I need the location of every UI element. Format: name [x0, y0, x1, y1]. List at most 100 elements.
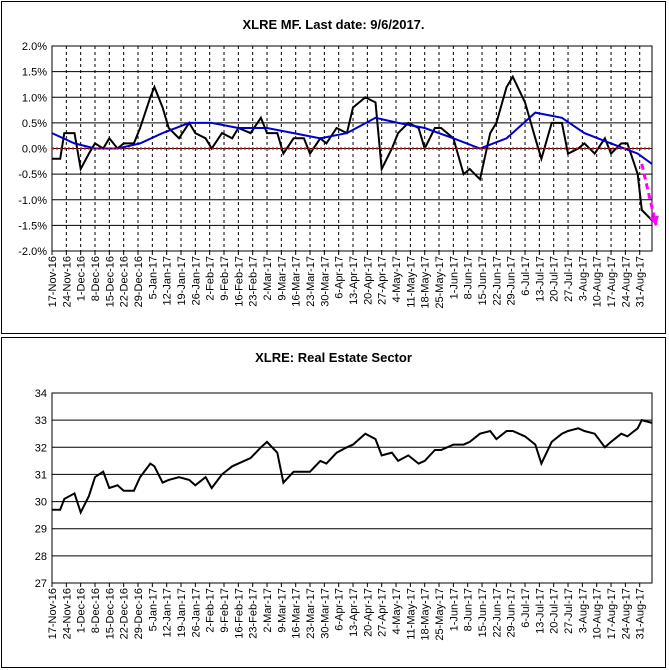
y-tick-label: 0.5% [22, 118, 47, 130]
x-tick-label: 20-Jul-17 [549, 256, 561, 302]
chart-title: XLRE MF. Last date: 9/6/2017. [242, 17, 425, 32]
x-tick-label: 27-Jul-17 [563, 588, 575, 634]
x-tick-label: 22-Dec-16 [119, 588, 131, 639]
x-tick-label: 25-May-17 [434, 256, 446, 309]
y-tick-label: -1.0% [18, 195, 47, 207]
x-tick-label: 2-Mar-17 [262, 588, 274, 633]
y-tick-label: 33 [35, 415, 47, 427]
x-tick-label: 4-May-17 [391, 588, 403, 634]
trend-arrow-head [649, 215, 659, 226]
x-tick-label: 24-Aug-17 [620, 588, 632, 639]
x-tick-label: 22-Jun-17 [491, 256, 503, 306]
x-tick-label: 11-May-17 [405, 588, 417, 640]
x-tick-label: 3-Aug-17 [577, 256, 589, 301]
x-tick-label: 31-Aug-17 [635, 256, 647, 307]
plot-area [51, 392, 653, 584]
x-tick-label: 6-Jul-17 [520, 588, 532, 628]
x-tick-label: 8-Jun-17 [463, 588, 475, 631]
x-tick-label: 13-Jul-17 [534, 256, 546, 302]
x-tick-label: 20-Apr-17 [362, 588, 374, 637]
x-tick-label: 1-Jun-17 [448, 588, 460, 631]
x-tick-label: 6-Apr-17 [334, 256, 346, 299]
x-tick-label: 26-Jan-17 [190, 256, 202, 306]
y-tick-label: -2.0% [18, 246, 47, 258]
x-tick-label: 6-Apr-17 [334, 588, 346, 631]
x-tick-label: 15-Jun-17 [477, 588, 489, 638]
xlre-mf-chart-panel: XLRE MF. Last date: 9/6/2017. 2.0% 1.5% 1.… [1, 1, 666, 334]
x-tick-label: 27-Apr-17 [377, 588, 389, 637]
x-tick-label: 15-Dec-16 [104, 588, 116, 639]
x-tick-label: 18-May-17 [420, 256, 432, 309]
x-tick-label: 23-Feb-17 [248, 588, 260, 639]
y-tick-label: 1.0% [22, 92, 47, 104]
x-tick-label: 10-Aug-17 [592, 588, 604, 639]
x-tick-label: 12-Jan-17 [162, 588, 174, 638]
x-tick-label: 23-Mar-17 [305, 588, 317, 639]
x-tick-label: 29-Dec-16 [133, 256, 145, 307]
y-tick-label: 29 [35, 524, 47, 536]
x-tick-label: 29-Jun-17 [506, 588, 518, 638]
x-tick-label: 8-Jun-17 [463, 256, 475, 299]
x-tick-label: 9-Feb-17 [219, 256, 231, 301]
x-tick-label: 8-Dec-16 [90, 588, 102, 633]
x-tick-label: 30-Mar-17 [319, 256, 331, 307]
xlre-mf-chart: 2.0% 1.5% 1.0% 0.5% 0.0% -0.5% -1.0% -1.5% -2.0%… [18, 41, 659, 309]
x-tick-label: 17-Nov-16 [47, 256, 59, 307]
x-tick-label: 15-Jun-17 [477, 256, 489, 306]
x-tick-label: 11-May-17 [405, 256, 417, 308]
x-tick-label: 9-Mar-17 [276, 256, 288, 301]
x-tick-label: 3-Aug-17 [577, 588, 589, 633]
x-tick-label: 25-May-17 [434, 588, 446, 641]
x-tick-label: 23-Mar-17 [305, 256, 317, 307]
x-tick-label: 12-Jan-17 [162, 256, 174, 306]
x-tick-label: 29-Dec-16 [133, 588, 145, 639]
y-tick-label: 2.0% [22, 41, 47, 53]
x-tick-label: 2-Feb-17 [205, 256, 217, 301]
x-tick-label: 4-May-17 [391, 256, 403, 302]
x-tick-label: 30-Mar-17 [319, 588, 331, 639]
series-line-1 [52, 74, 653, 222]
x-tick-label: 2-Feb-17 [205, 588, 217, 633]
x-tick-label: 16-Mar-17 [291, 256, 303, 307]
xlre-price-chart-panel: XLRE: Real Estate Sector 34 33 32 31 30 29 28 2… [1, 337, 666, 668]
x-tick-label: 18-May-17 [420, 588, 432, 641]
x-tick-label: 15-Dec-16 [104, 256, 116, 307]
x-tick-label: 23-Feb-17 [248, 256, 260, 307]
y-tick-label: 0.0% [22, 144, 47, 156]
trend-arrow [640, 163, 658, 226]
x-tick-label: 5-Jan-17 [147, 588, 159, 631]
chart-title: XLRE: Real Estate Sector [255, 350, 412, 365]
x-tick-label: 24-Nov-16 [61, 588, 73, 639]
x-tick-label: 13-Apr-17 [348, 588, 360, 637]
x-tick-label: 19-Jan-17 [176, 256, 188, 306]
x-tick-label: 9-Mar-17 [276, 588, 288, 633]
x-tick-label: 26-Jan-17 [190, 588, 202, 638]
x-tick-label: 17-Aug-17 [606, 256, 618, 307]
x-tick-label: 2-Mar-17 [262, 256, 274, 301]
x-tick-label: 13-Jul-17 [534, 588, 546, 634]
x-tick-label: 27-Jul-17 [563, 256, 575, 302]
series-line-2 [51, 111, 653, 165]
x-tick-label: 9-Feb-17 [219, 588, 231, 633]
x-tick-label: 16-Feb-17 [233, 256, 245, 307]
x-tick-label: 1-Dec-16 [76, 588, 88, 633]
y-tick-label: -0.5% [18, 169, 47, 181]
x-tick-label: 22-Dec-16 [119, 256, 131, 307]
y-tick-label: 32 [35, 442, 47, 454]
x-tick-label: 17-Nov-16 [47, 588, 59, 639]
x-tick-label: 27-Apr-17 [377, 256, 389, 305]
y-tick-label: 34 [35, 388, 47, 400]
x-tick-label: 20-Jul-17 [549, 588, 561, 634]
x-tick-label: 24-Aug-17 [620, 256, 632, 307]
x-tick-label: 31-Aug-17 [635, 588, 647, 639]
y-tick-label: -1.5% [18, 220, 47, 232]
x-tick-label: 17-Aug-17 [606, 588, 618, 639]
series-line-1 [52, 418, 653, 516]
x-tick-label: 1-Jun-17 [448, 256, 460, 299]
x-tick-label: 13-Apr-17 [348, 256, 360, 305]
x-tick-label: 10-Aug-17 [592, 256, 604, 307]
x-tick-label: 29-Jun-17 [506, 256, 518, 306]
y-tick-label: 1.5% [22, 67, 47, 79]
x-tick-label: 6-Jul-17 [520, 256, 532, 296]
x-tick-label: 5-Jan-17 [147, 256, 159, 299]
